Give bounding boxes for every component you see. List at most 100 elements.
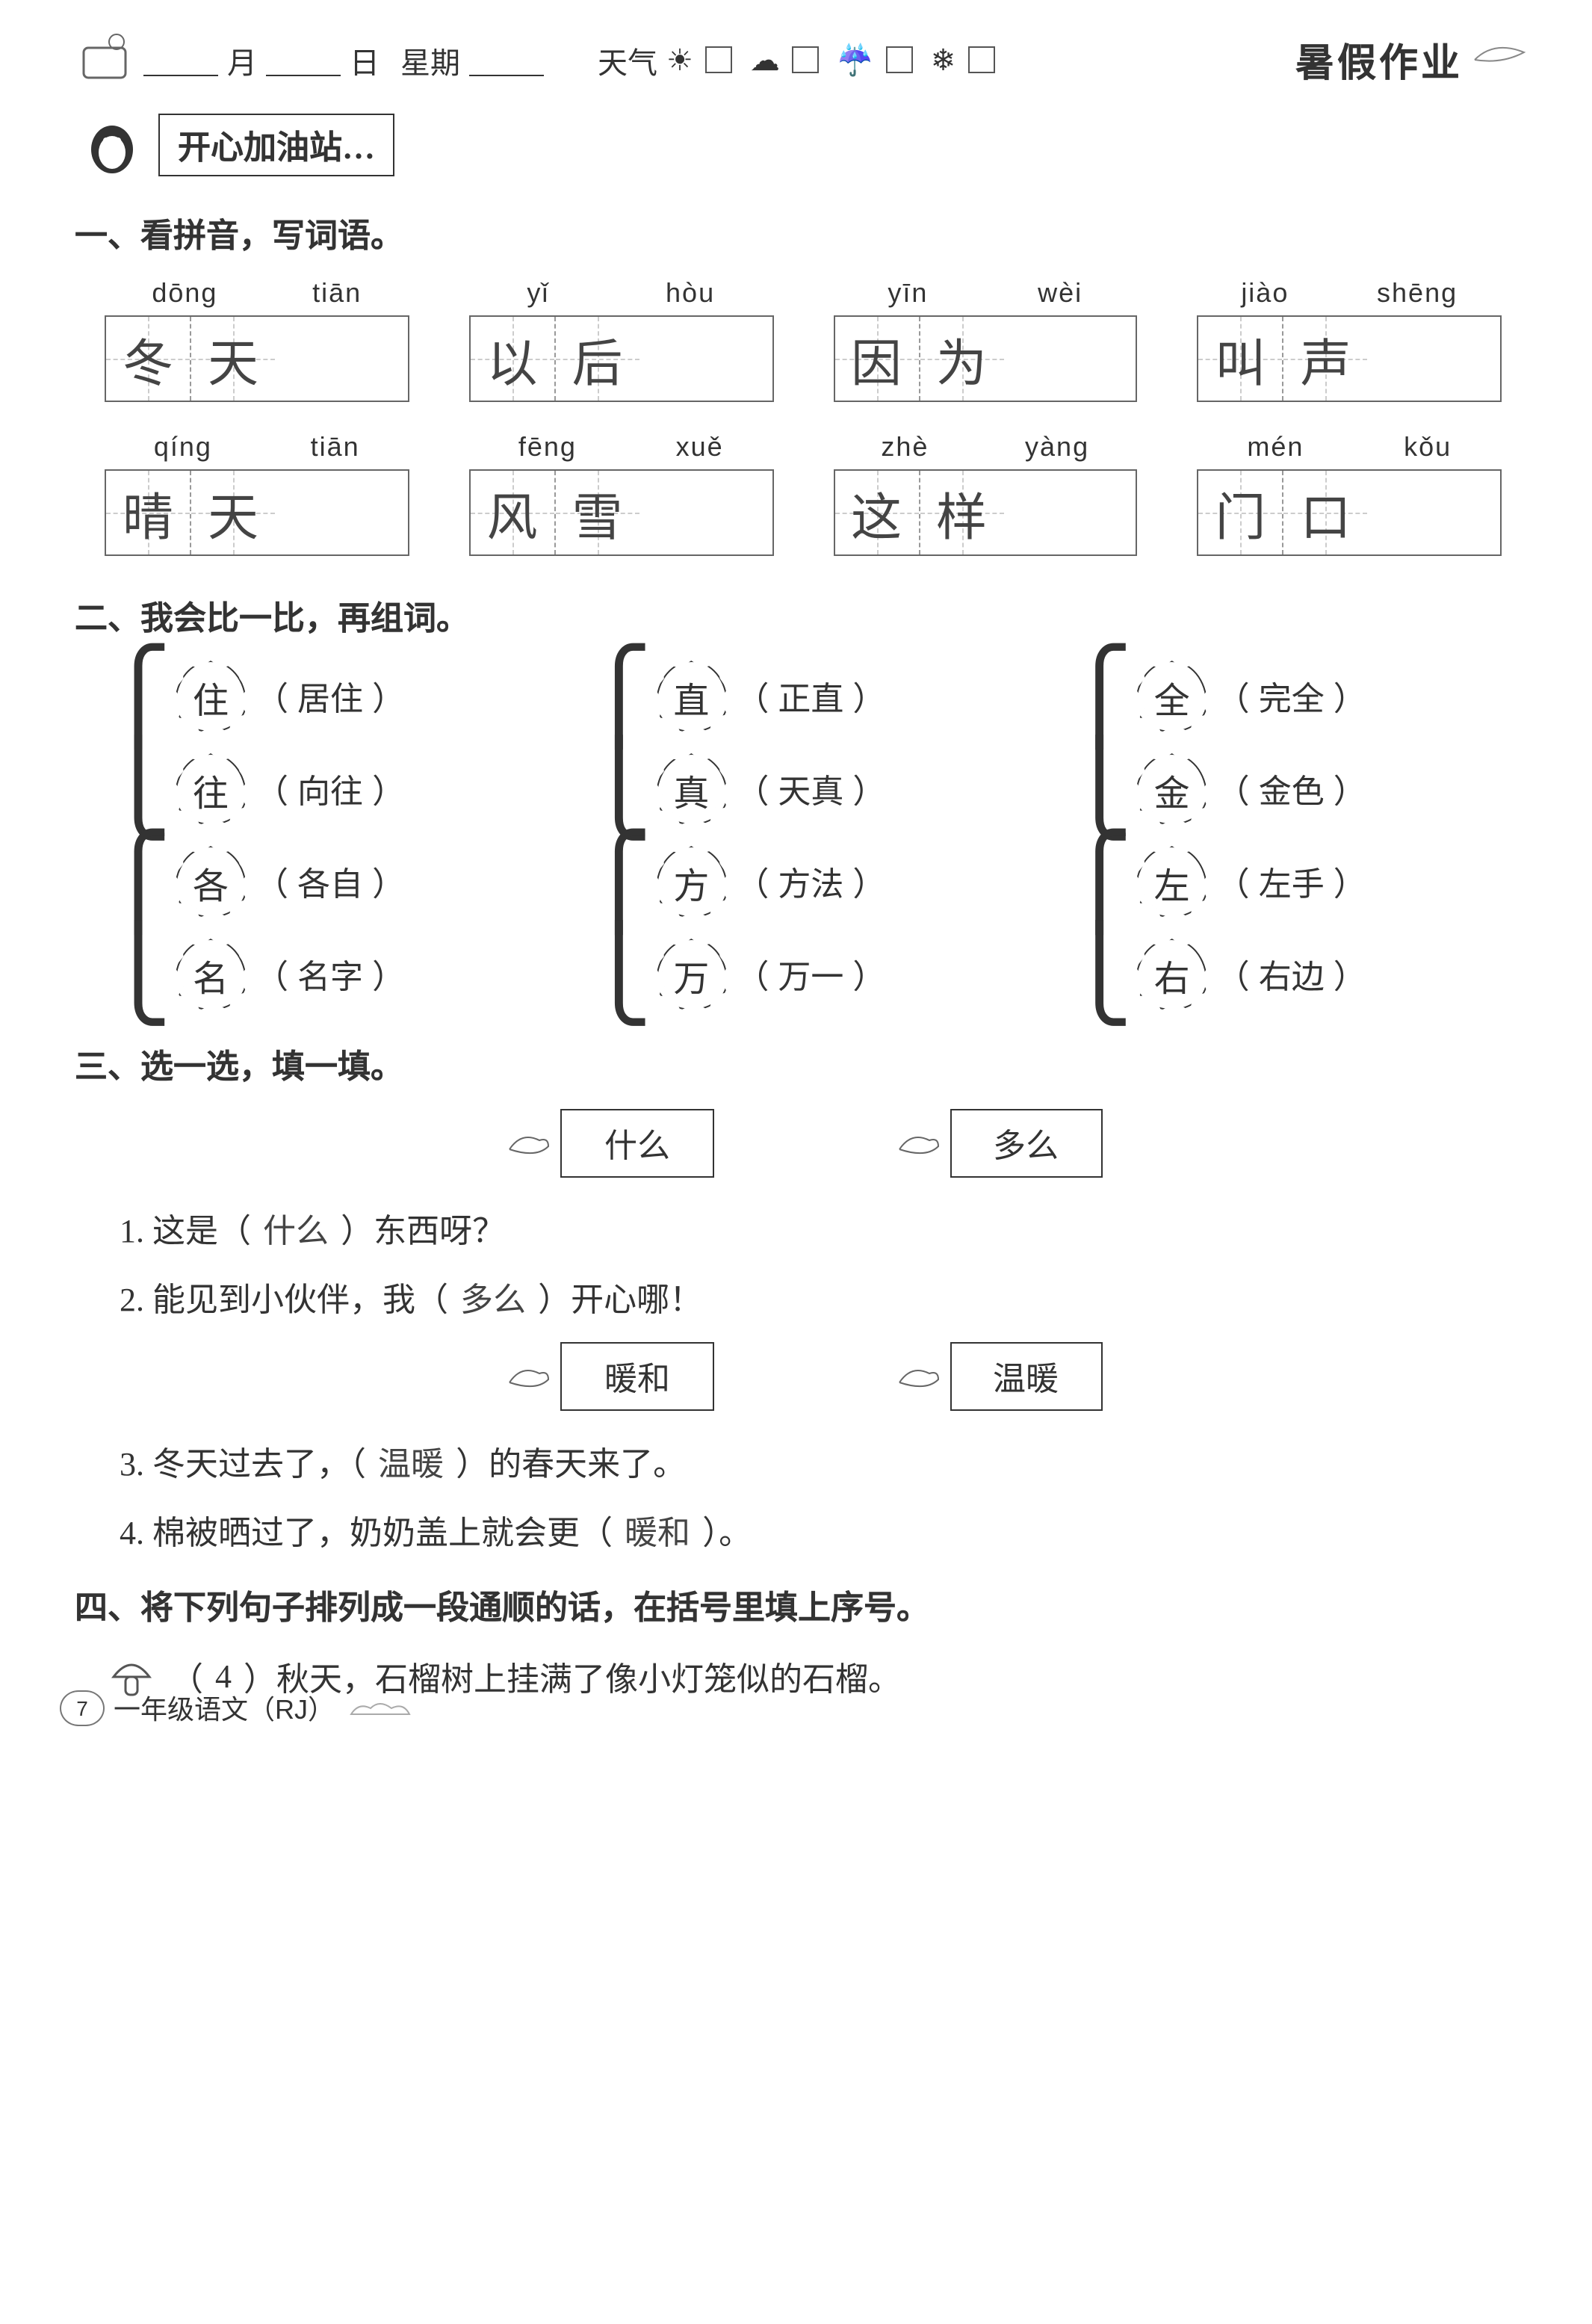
char-box[interactable]: 样: [920, 471, 1003, 554]
char-box[interactable]: 以: [471, 317, 556, 401]
flower-char: 真: [655, 753, 727, 825]
fuel-station-heading: 开心加油站…: [75, 108, 1531, 182]
compare-answer[interactable]: 金色: [1259, 765, 1325, 813]
flower-char: 全: [1136, 661, 1208, 732]
answer-fill[interactable]: 暖和: [613, 1514, 702, 1551]
compare-answer[interactable]: 各自: [297, 858, 363, 906]
cloud-icon: ☁: [750, 41, 780, 78]
page-number: 7: [60, 1690, 105, 1726]
char-boxes[interactable]: 以后: [469, 315, 774, 402]
compare-answer[interactable]: 万一: [778, 951, 843, 998]
char-box[interactable]: 风: [471, 471, 556, 554]
char-boxes[interactable]: 冬天: [105, 315, 409, 402]
month-blank[interactable]: [143, 44, 218, 75]
brace-icon: ⎩: [105, 957, 172, 992]
char-box[interactable]: 晴: [106, 471, 191, 554]
compare-pair: ⎧全（完全）: [1066, 661, 1502, 732]
flower-char: 万: [655, 939, 727, 1010]
compare-pair: ⎩金（金色）: [1066, 753, 1502, 825]
char-box[interactable]: 天: [191, 471, 275, 554]
brace-icon: ⎧: [1066, 864, 1133, 900]
char-box[interactable]: 口: [1284, 471, 1368, 554]
char-box[interactable]: 叫: [1199, 317, 1284, 401]
sun-icon: ☀: [666, 41, 693, 78]
question-1: 1. 这是（什么）东西呀？: [120, 1205, 1531, 1252]
flower-char: 右: [1136, 939, 1208, 1010]
char-box[interactable]: 为: [920, 317, 1003, 401]
footer: 7 一年级语文（RJ）: [60, 1689, 433, 1728]
cloud-checkbox[interactable]: [792, 46, 819, 73]
answer-fill[interactable]: 多么: [448, 1281, 538, 1318]
brace-icon: ⎧: [105, 864, 172, 900]
char-box[interactable]: 雪: [556, 471, 639, 554]
compare-answer[interactable]: 名字: [297, 951, 363, 998]
compare-answer[interactable]: 向往: [297, 765, 363, 813]
question-3: 3. 冬天过去了，（温暖）的春天来了。: [120, 1438, 1531, 1486]
brace-icon: ⎧: [585, 679, 652, 714]
choice-row-2: 暖和 温暖: [75, 1342, 1531, 1411]
brace-icon: ⎧: [1066, 679, 1133, 714]
word-item: zhèyàng 这样: [833, 432, 1138, 556]
compare-pair: ⎩往（向往）: [105, 753, 540, 825]
compare-pair: ⎧方（方法）: [585, 846, 1020, 918]
compare-answer[interactable]: 完全: [1259, 673, 1325, 720]
pinyin-label: yīnwèi: [833, 278, 1138, 309]
flower-char: 直: [655, 661, 727, 732]
char-boxes[interactable]: 晴天: [105, 469, 409, 556]
compare-answer[interactable]: 右边: [1259, 951, 1325, 998]
pinyin-grid: dōngtiān冬天yǐhòu以后yīnwèi因为jiàoshēng叫声qíng…: [105, 278, 1502, 556]
day-blank[interactable]: [266, 44, 341, 75]
week-blank[interactable]: [469, 44, 544, 75]
section3-title: 三、选一选，填一填。: [75, 1040, 1531, 1088]
rain-checkbox[interactable]: [886, 46, 913, 73]
brace-icon: ⎩: [105, 771, 172, 807]
compare-answer[interactable]: 方法: [778, 858, 843, 906]
char-box[interactable]: 这: [834, 471, 920, 554]
compare-answer[interactable]: 左手: [1259, 858, 1325, 906]
tv-icon: [75, 30, 134, 90]
brace-icon: ⎩: [1066, 957, 1133, 992]
char-box[interactable]: 门: [1199, 471, 1284, 554]
section2-title: 二、我会比一比，再组词。: [75, 592, 1531, 640]
choice-box: 暖和: [561, 1342, 713, 1411]
char-box[interactable]: 声: [1284, 317, 1368, 401]
brace-icon: ⎩: [1066, 771, 1133, 807]
section4-title: 四、将下列句子排列成一段通顺的话，在括号里填上序号。: [75, 1581, 1531, 1629]
char-boxes[interactable]: 叫声: [1198, 315, 1502, 402]
weather-label: 天气: [598, 38, 657, 81]
pinyin-label: zhèyàng: [833, 432, 1138, 463]
compare-answer[interactable]: 居住: [297, 673, 363, 720]
compare-answer[interactable]: 正直: [778, 673, 843, 720]
bird-icon: [504, 1122, 555, 1164]
char-boxes[interactable]: 因为: [833, 315, 1138, 402]
flower-char: 左: [1136, 846, 1208, 918]
choice-box: 温暖: [950, 1342, 1102, 1411]
pinyin-label: fēngxuě: [469, 432, 774, 463]
brace-icon: ⎩: [585, 771, 652, 807]
compare-pair: ⎧住（居住）: [105, 661, 540, 732]
char-box[interactable]: 后: [556, 317, 639, 401]
compare-answer[interactable]: 天真: [778, 765, 843, 813]
char-boxes[interactable]: 这样: [833, 469, 1138, 556]
char-box[interactable]: 因: [834, 317, 920, 401]
question-2: 2. 能见到小伙伴，我（多么）开心哪！: [120, 1273, 1531, 1321]
section-box: 开心加油站…: [158, 114, 394, 176]
char-box[interactable]: 天: [191, 317, 275, 401]
brace-icon: ⎧: [105, 679, 172, 714]
snow-checkbox[interactable]: [967, 46, 994, 73]
word-item: yǐhòu 以后: [469, 278, 774, 402]
answer-fill[interactable]: 温暖: [366, 1445, 456, 1483]
pinyin-label: yǐhòu: [469, 278, 774, 309]
snow-icon: ❄: [931, 41, 956, 78]
sun-checkbox[interactable]: [705, 46, 732, 73]
month-label: 月: [227, 38, 257, 81]
char-boxes[interactable]: 风雪: [469, 469, 774, 556]
pinyin-label: dōngtiān: [105, 278, 409, 309]
penguin-icon: [75, 108, 149, 182]
char-box[interactable]: 冬: [106, 317, 191, 401]
answer-fill[interactable]: 什么: [251, 1212, 341, 1249]
date-weather-row: 月 日 星期 天气 ☀ ☁ ☔ ❄ 暑假作业: [75, 30, 1531, 90]
compare-pair: ⎩名（名字）: [105, 939, 540, 1010]
char-boxes[interactable]: 门口: [1198, 469, 1502, 556]
flower-char: 往: [175, 753, 247, 825]
